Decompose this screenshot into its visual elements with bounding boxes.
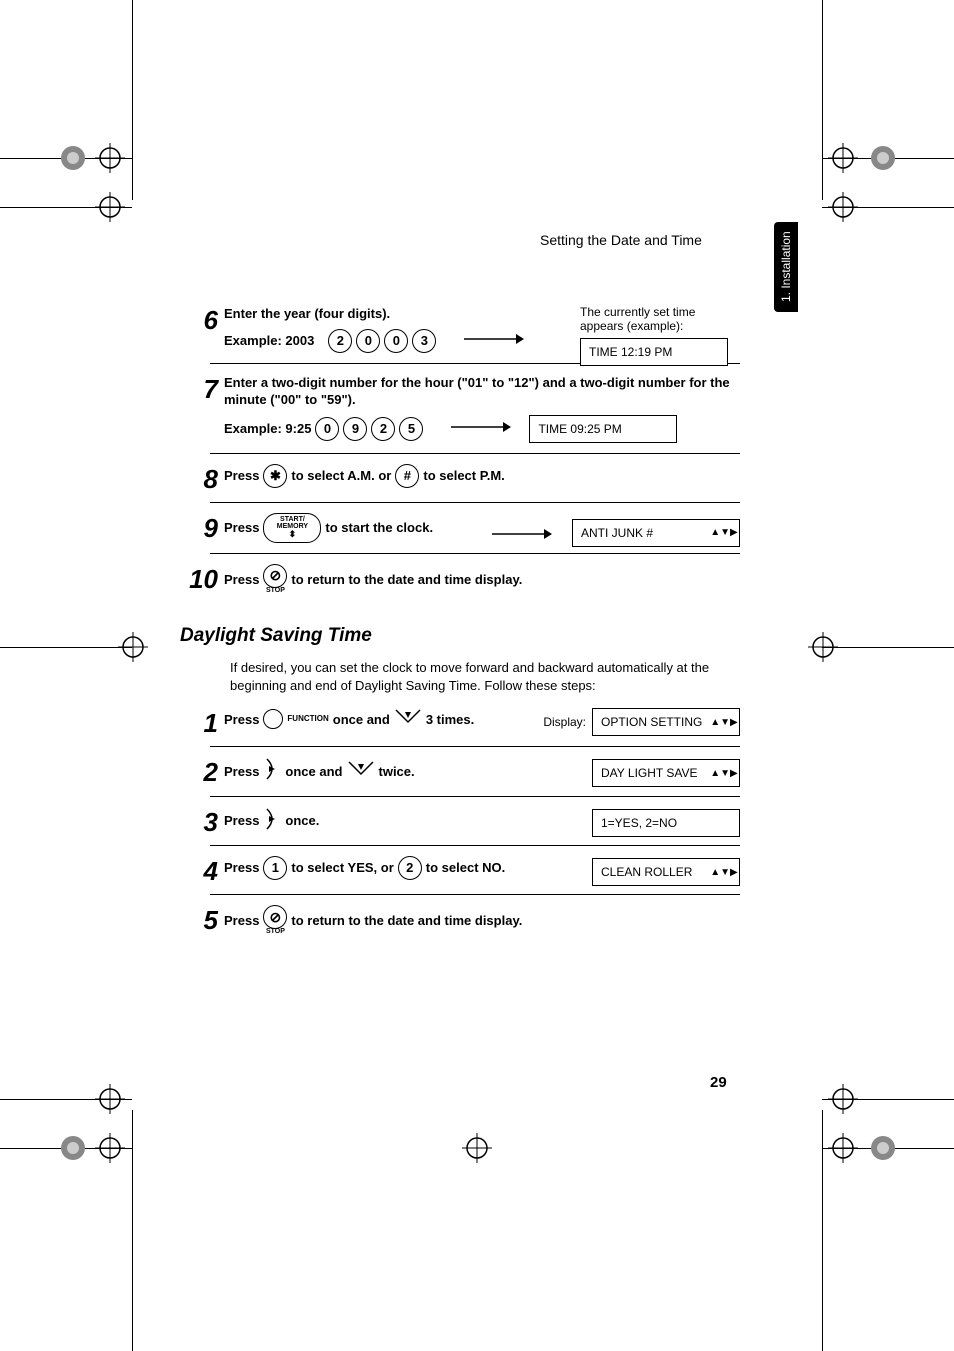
step-10: 10 Press ⊘ STOP to return to the date an… (180, 564, 740, 595)
key-button: 2 (398, 856, 422, 880)
dst-step-2: 2 Press once and twice. DAY LIGHT SAVE▲▼… (180, 757, 740, 786)
down-rocker-icon (347, 760, 375, 783)
section-title: Daylight Saving Time (180, 625, 740, 647)
chapter-tab: 1. Installation (774, 222, 798, 312)
display-readout: OPTION SETTING▲▼▶ (592, 708, 740, 736)
nav-arrows-icon: ▲▼▶ (717, 529, 731, 536)
display-readout: ANTI JUNK #▲▼▶ (572, 519, 740, 547)
nav-arrows-icon: ▲▼▶ (717, 719, 731, 726)
example-label: Example: 2003 (224, 332, 314, 350)
key-button: 3 (412, 329, 436, 353)
step-9: 9 Press START/ MEMORY ⬍ to start the clo… (180, 513, 740, 543)
step-text: Press (224, 519, 259, 537)
dst-step-3: 3 Press once. 1=YES, 2=NO (180, 807, 740, 836)
key-button: 0 (384, 329, 408, 353)
step-number: 10 (180, 564, 218, 592)
key-button: 2 (328, 329, 352, 353)
step-number: 3 (180, 807, 218, 835)
step-7: 7 Enter a two-digit number for the hour … (180, 374, 740, 443)
arrow-icon (464, 332, 524, 350)
step-text: Press (224, 467, 259, 485)
step-number: 4 (180, 856, 218, 884)
dst-step-1: 1 Press FUNCTION once and 3 times. Displ… (180, 708, 740, 736)
display-note: The currently set time appears (example)… (580, 305, 740, 334)
registration-mark-icon (462, 1133, 492, 1163)
step-text: to select A.M. or (291, 467, 391, 485)
step-number: 9 (180, 513, 218, 541)
registration-mark-icon (828, 143, 858, 173)
display-readout: 1=YES, 2=NO (592, 809, 740, 837)
step-text: to return to the date and time display. (291, 571, 522, 589)
function-key-icon (263, 709, 283, 729)
display-readout: TIME 09:25 PM (529, 415, 677, 443)
dst-step-4: 4 Press 1 to select YES, or 2 to select … (180, 856, 740, 884)
registration-mark-icon (95, 143, 125, 173)
key-button: 0 (356, 329, 380, 353)
step-text: Enter a two-digit number for the hour ("… (224, 374, 740, 409)
key-button: 2 (371, 417, 395, 441)
arrow-icon (451, 420, 511, 438)
key-button: 9 (343, 417, 367, 441)
crop-line (0, 647, 132, 648)
color-bar-icon (58, 143, 88, 173)
color-bar-icon (868, 1133, 898, 1163)
registration-mark-icon (118, 632, 148, 662)
key-button: 0 (315, 417, 339, 441)
step-number: 1 (180, 708, 218, 736)
step-text: Press (224, 571, 259, 589)
color-bar-icon (58, 1133, 88, 1163)
display-readout: DAY LIGHT SAVE▲▼▶ (592, 759, 740, 787)
start-memory-key: START/ MEMORY ⬍ (263, 513, 321, 543)
step-6: 6 Enter the year (four digits). Example:… (180, 305, 740, 353)
color-bar-icon (868, 143, 898, 173)
registration-mark-icon (828, 1133, 858, 1163)
section-intro: If desired, you can set the clock to mov… (230, 659, 740, 694)
key-button: 1 (263, 856, 287, 880)
example-label: Example: 9:25 (224, 420, 311, 438)
hash-key: # (395, 464, 419, 488)
stop-key: ⊘ STOP (263, 905, 287, 936)
display-label: Display: (543, 715, 586, 729)
registration-mark-icon (828, 192, 858, 222)
nav-arrows-icon: ▲▼▶ (717, 869, 731, 876)
step-8: 8 Press ✱ to select A.M. or # to select … (180, 464, 740, 492)
step-text: to select P.M. (423, 467, 504, 485)
step-number: 2 (180, 757, 218, 785)
crop-line (822, 0, 823, 200)
step-number: 5 (180, 905, 218, 933)
right-rocker-icon (263, 757, 281, 786)
crop-line (822, 1110, 823, 1351)
nav-arrows-icon: ▲▼▶ (717, 770, 731, 777)
crop-line (132, 1110, 133, 1351)
function-label: FUNCTION (287, 714, 328, 725)
down-rocker-icon (394, 708, 422, 731)
page-content: 6 Enter the year (four digits). Example:… (180, 225, 740, 937)
page-number: 29 (710, 1074, 727, 1091)
key-button: 5 (399, 417, 423, 441)
arrow-icon (492, 527, 552, 545)
right-rocker-icon (263, 807, 281, 836)
star-key: ✱ (263, 464, 287, 488)
registration-mark-icon (95, 1084, 125, 1114)
step-number: 7 (180, 374, 218, 402)
registration-mark-icon (828, 1084, 858, 1114)
step-number: 8 (180, 464, 218, 492)
step-number: 6 (180, 305, 218, 333)
dst-step-5: 5 Press ⊘ STOP to return to the date and… (180, 905, 740, 936)
step-text: to start the clock. (325, 519, 433, 537)
registration-mark-icon (95, 1133, 125, 1163)
registration-mark-icon (95, 192, 125, 222)
crop-line (822, 647, 954, 648)
display-readout: CLEAN ROLLER▲▼▶ (592, 858, 740, 886)
display-readout: TIME 12:19 PM (580, 338, 728, 366)
crop-line (132, 0, 133, 200)
registration-mark-icon (808, 632, 838, 662)
stop-key: ⊘ STOP (263, 564, 287, 595)
